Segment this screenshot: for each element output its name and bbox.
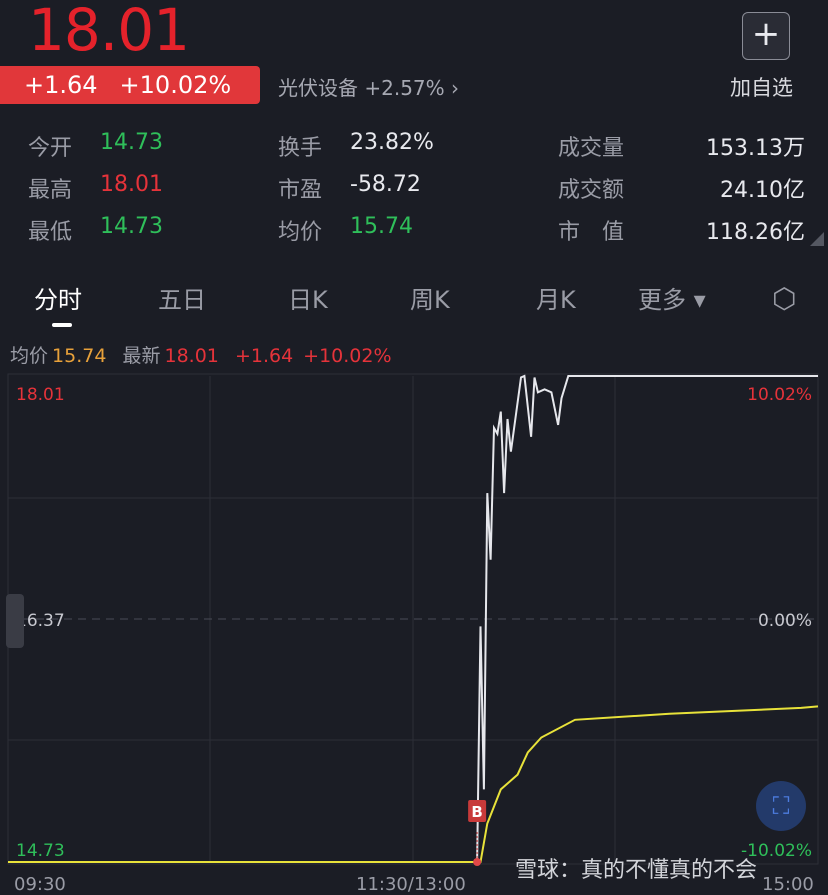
stat-label: 市 值: [558, 220, 625, 245]
fullscreen-button[interactable]: ⛶: [756, 781, 806, 831]
sector-name: 光伏设备: [278, 76, 358, 100]
period-tabs: 分时 五日 日K 周K 月K 更多 ▾: [0, 272, 828, 324]
tab-2[interactable]: 日K: [288, 286, 328, 314]
stat-value: -58.72: [350, 172, 421, 197]
tab-4[interactable]: 月K: [536, 286, 576, 314]
y-left-tick: 18.01: [16, 385, 65, 405]
add-watchlist-label[interactable]: 加自选: [730, 76, 793, 100]
x-tick-label: 09:30: [14, 874, 66, 895]
stat-value: 23.82%: [350, 130, 434, 155]
change-value: +1.64: [24, 71, 98, 99]
stat-label: 换手: [278, 136, 323, 161]
sector-link[interactable]: 光伏设备 +2.57% ›: [278, 72, 459, 101]
tab-3[interactable]: 周K: [410, 286, 450, 314]
plus-icon: +: [751, 14, 781, 54]
stat-label: 市盈: [278, 178, 323, 203]
stat-label: 最高: [28, 178, 73, 203]
y-right-tick: -10.02%: [741, 841, 812, 861]
avg-line: [8, 705, 819, 863]
add-watchlist-button[interactable]: +: [742, 12, 790, 60]
y-right-tick: 0.00%: [758, 611, 812, 631]
header-change-pct: +10.02%: [303, 345, 392, 367]
stat-value: 24.10亿: [720, 178, 805, 203]
y-right-tick: 10.02%: [747, 385, 812, 405]
latest-label: 最新: [122, 345, 161, 367]
change-badge: +1.64 +10.02%: [0, 66, 260, 104]
side-drawer-handle[interactable]: [6, 594, 24, 648]
stat-value: 14.73: [100, 130, 163, 155]
y-left-tick: 14.73: [16, 841, 65, 861]
stat-label: 今开: [28, 136, 73, 161]
stat-label: 成交额: [558, 178, 625, 203]
fullscreen-icon: ⛶: [772, 792, 790, 820]
x-tick-label: 15:00: [762, 874, 814, 895]
buy-marker-badge: [468, 800, 487, 822]
last-price: 18.01: [28, 0, 190, 64]
latest-value: 18.01: [164, 345, 219, 367]
stat-value: 153.13万: [706, 136, 805, 161]
stat-value: 18.01: [100, 172, 163, 197]
intraday-chart[interactable]: B 18.01 16.37 14.73 10.02% 0.00% -10.02%: [0, 370, 828, 893]
avg-value: 15.74: [52, 345, 107, 367]
watermark: 雪球：真的不懂真的不会: [515, 858, 758, 883]
stat-label: 最低: [28, 220, 73, 245]
stat-label: 成交量: [558, 136, 625, 161]
buy-marker-label: B: [471, 803, 482, 821]
active-tab-indicator: [52, 323, 72, 327]
chevron-right-icon: ›: [451, 76, 460, 100]
expand-corner-icon[interactable]: [810, 232, 824, 246]
change-percent: +10.02%: [119, 71, 232, 99]
stat-value: 14.73: [100, 214, 163, 239]
y-left-tick: 16.37: [16, 611, 65, 631]
x-tick-label: 11:30/13:00: [356, 874, 466, 895]
avg-label: 均价: [10, 345, 49, 367]
tab-5[interactable]: 更多 ▾: [638, 286, 706, 314]
price-line: [8, 374, 818, 863]
stat-value: 15.74: [350, 214, 413, 239]
tab-0[interactable]: 分时: [34, 286, 82, 314]
header-change: +1.64: [234, 345, 294, 367]
sector-percent: +2.57%: [364, 76, 445, 100]
tab-1[interactable]: 五日: [158, 286, 206, 314]
chart-header: 均价 15.74 最新 18.01 +1.64 +10.02%: [10, 341, 402, 368]
stat-label: 均价: [278, 220, 323, 245]
stat-value: 118.26亿: [706, 220, 805, 245]
settings-hexagon-icon[interactable]: ⬡: [772, 282, 797, 315]
buy-marker-dot: [473, 858, 482, 866]
